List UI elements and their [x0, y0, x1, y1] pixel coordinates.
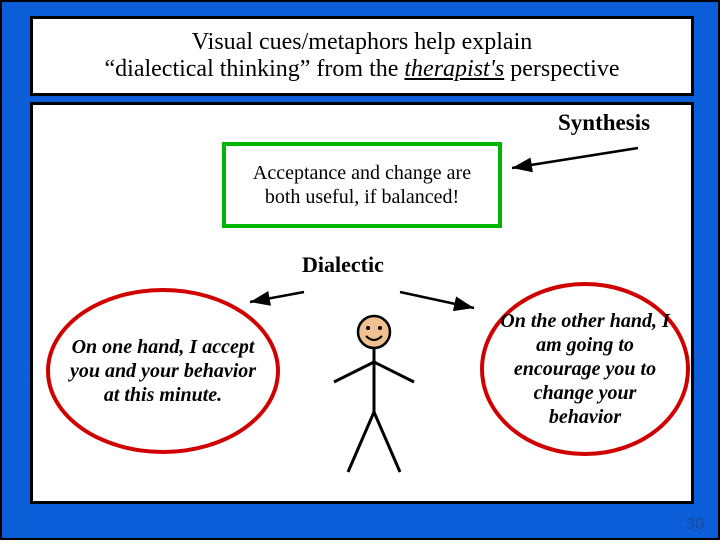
dialectic-label: Dialectic [302, 252, 384, 278]
synthesis-label: Synthesis [558, 110, 650, 136]
synthesis-box: Acceptance and change are both useful, i… [222, 142, 502, 228]
synthesis-text: Acceptance and change are both useful, i… [234, 161, 490, 209]
thesis-left-ellipse: On one hand, I accept you and your behav… [46, 288, 280, 454]
thesis-left-text: On one hand, I accept you and your behav… [64, 335, 262, 407]
title-line-2-post: perspective [504, 56, 619, 82]
slide-frame: Visual cues/metaphors help explain “dial… [0, 0, 720, 540]
thesis-right-ellipse: On the other hand, I am going to encoura… [480, 282, 690, 456]
thesis-right-text: On the other hand, I am going to encoura… [498, 309, 672, 429]
title-box: Visual cues/metaphors help explain “dial… [30, 16, 694, 96]
page-number: 30 [686, 516, 704, 534]
title-line-2: “dialectical thinking” from the therapis… [105, 56, 620, 83]
title-line-2-em: therapist's [404, 56, 504, 82]
stick-head [358, 316, 390, 348]
title-line-1: Visual cues/metaphors help explain [192, 29, 532, 56]
stick-figure [324, 312, 424, 482]
title-line-2-pre: “dialectical thinking” from the [105, 56, 405, 82]
